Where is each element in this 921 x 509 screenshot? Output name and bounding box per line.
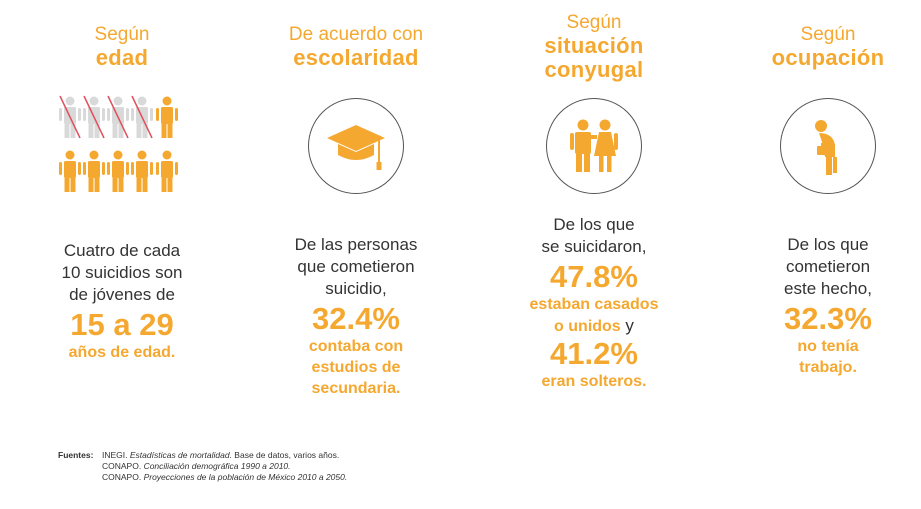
person-icon — [156, 96, 178, 138]
source-1-a: INEGI. — [102, 450, 130, 460]
strike-line — [107, 95, 129, 139]
source-1-i: Estadísticas de mortalidad. — [129, 450, 232, 460]
conyugal-highlight-2: 41.2% — [550, 336, 638, 371]
ocupacion-circle — [780, 98, 876, 194]
conyugal-sub-2: eran solteros. — [541, 373, 647, 390]
ocupacion-text: De los que cometieron este hecho, — [728, 234, 921, 300]
edad-text-line: Cuatro de cada — [63, 241, 181, 260]
heading-escolaridad-bold: escolaridad — [293, 45, 419, 70]
heading-edad-light: Según — [94, 24, 150, 45]
ocupacion-highlight: 32.3% — [784, 301, 872, 336]
escolaridad-text: De las personas que cometieron suicidio, — [256, 234, 456, 300]
edad-highlight-sub: años de edad. — [68, 344, 176, 361]
strike-line — [59, 95, 81, 139]
edad-text-line: de jóvenes de — [69, 285, 175, 304]
edad-text: Cuatro de cada 10 suicidios son de jóven… — [22, 240, 222, 306]
heading-conyugal-light: Según — [566, 12, 622, 33]
conyugal-sub-1a: estaban casados — [529, 296, 659, 313]
strike-line — [83, 95, 105, 139]
escolaridad-circle — [308, 98, 404, 194]
ocupacion-text-line: cometieron — [785, 257, 871, 276]
graduation-cap-icon — [327, 125, 385, 170]
person-icon — [107, 150, 129, 192]
source-2-a: CONAPO. — [102, 461, 144, 471]
edad-text-line: 10 suicidios son — [61, 263, 183, 282]
conyugal-text: De los que se suicidaron, — [494, 214, 694, 258]
person-icon — [83, 150, 105, 192]
escolaridad-text-line: De las personas — [294, 235, 418, 254]
ocupacion-text-line: De los que — [787, 235, 869, 254]
couple-icon — [570, 119, 618, 172]
heading-conyugal-bold-2: conyugal — [544, 57, 644, 82]
escolaridad-text-line: que cometieron — [297, 257, 415, 276]
escolaridad-sub-line: secundaria. — [311, 380, 401, 397]
escolaridad-sub-line: estudios de — [311, 359, 401, 376]
ocupacion-sub-line: no tenía — [797, 338, 859, 355]
unemployed-person-icon — [815, 120, 837, 175]
source-3-i: Proyecciones de la población de México 2… — [143, 472, 348, 482]
column-escolaridad: De acuerdo con escolaridad De las person… — [256, 0, 456, 399]
sources-label: Fuentes: — [58, 450, 94, 460]
heading-escolaridad-light: De acuerdo con — [288, 24, 424, 45]
conyugal-text-line: De los que — [553, 215, 635, 234]
column-edad: Según edad Cuatro de cada 10 suicidios s… — [22, 0, 222, 363]
person-icon — [59, 150, 81, 192]
people-grid-icon — [22, 94, 222, 204]
conyugal-sub-1c: y — [620, 316, 634, 335]
heading-ocupacion-light: Según — [800, 24, 856, 45]
person-icon — [131, 150, 153, 192]
escolaridad-sub-line: contaba con — [308, 338, 404, 355]
escolaridad-highlight: 32.4% — [312, 301, 400, 336]
source-1-b: Base de datos, varios años. — [231, 450, 340, 460]
strike-line — [131, 95, 153, 139]
ocupacion-text-line: este hecho, — [784, 279, 872, 298]
column-ocupacion: Según ocupación De los que cometieron es… — [728, 0, 921, 378]
sources-footer: Fuentes: INEGI. Estadísticas de mortalida… — [58, 450, 347, 483]
heading-conyugal-bold-1: situación — [544, 33, 644, 58]
conyugal-text-line: se suicidaron, — [541, 237, 647, 256]
column-conyugal: Según situación conyugal De los que se s… — [494, 0, 694, 392]
person-icon — [156, 150, 178, 192]
conyugal-circle — [546, 98, 642, 194]
ocupacion-sub-line: trabajo. — [799, 359, 857, 376]
conyugal-sub-1b: o unidos — [554, 318, 621, 335]
escolaridad-text-line: suicidio, — [325, 279, 387, 298]
conyugal-highlight-1: 47.8% — [550, 259, 638, 294]
source-3-a: CONAPO. — [102, 472, 144, 482]
source-2-i: Conciliación demográfica 1990 a 2010. — [143, 461, 291, 471]
edad-highlight: 15 a 29 — [70, 307, 174, 342]
heading-ocupacion-bold: ocupación — [771, 45, 885, 70]
heading-edad-bold: edad — [95, 45, 149, 70]
